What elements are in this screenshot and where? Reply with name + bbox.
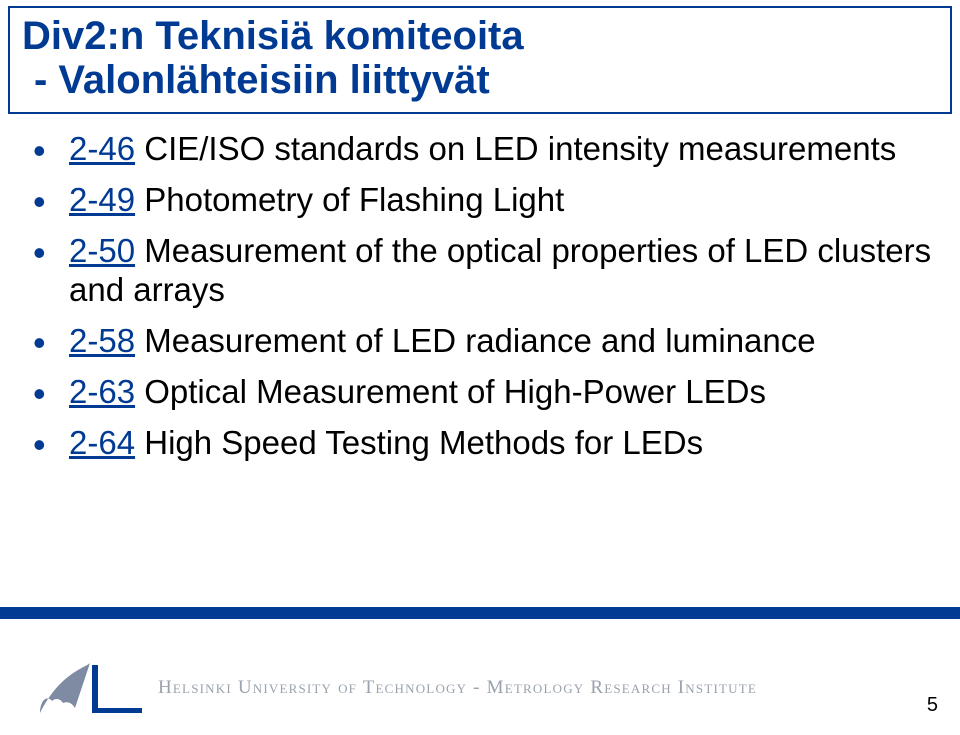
- bullet-list: 2-46 CIE/ISO standards on LED intensity …: [33, 130, 943, 475]
- bullet-link[interactable]: 2-49: [69, 181, 135, 218]
- bullet-text: Photometry of Flashing Light: [135, 181, 564, 218]
- bullet-text: Measurement of the optical properties of…: [69, 232, 931, 308]
- footer-text: Helsinki University of Technology - Metr…: [158, 677, 757, 699]
- bullet-text: CIE/ISO standards on LED intensity measu…: [135, 130, 896, 167]
- bullet-link[interactable]: 2-64: [69, 424, 135, 461]
- bullet-text: High Speed Testing Methods for LEDs: [135, 424, 703, 461]
- bullet-link[interactable]: 2-50: [69, 232, 135, 269]
- footer-rule: [0, 607, 960, 617]
- bullet-link[interactable]: 2-58: [69, 322, 135, 359]
- bullet-text: Optical Measurement of High-Power LEDs: [135, 373, 766, 410]
- title-line1: Div2:n Teknisiä komiteoita: [22, 14, 938, 58]
- title-box: Div2:n Teknisiä komiteoita - Valonlähtei…: [8, 6, 952, 114]
- footer: Helsinki University of Technology - Metr…: [0, 640, 960, 735]
- bullet-item: 2-50 Measurement of the optical properti…: [33, 232, 943, 310]
- bullet-item: 2-46 CIE/ISO standards on LED intensity …: [33, 130, 943, 169]
- bullet-item: 2-64 High Speed Testing Methods for LEDs: [33, 424, 943, 463]
- bullet-link[interactable]: 2-63: [69, 373, 135, 410]
- title-line2: - Valonlähteisiin liittyvät: [22, 58, 938, 102]
- page-number: 5: [927, 694, 938, 717]
- bullet-text: Measurement of LED radiance and luminanc…: [135, 322, 816, 359]
- university-logo: [30, 653, 150, 723]
- bullet-item: 2-63 Optical Measurement of High-Power L…: [33, 373, 943, 412]
- bullet-item: 2-49 Photometry of Flashing Light: [33, 181, 943, 220]
- bullet-item: 2-58 Measurement of LED radiance and lum…: [33, 322, 943, 361]
- bullet-link[interactable]: 2-46: [69, 130, 135, 167]
